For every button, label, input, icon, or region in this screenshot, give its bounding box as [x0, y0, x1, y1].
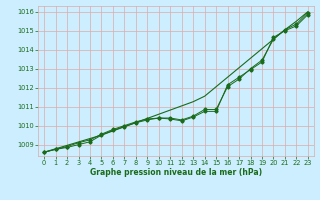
- X-axis label: Graphe pression niveau de la mer (hPa): Graphe pression niveau de la mer (hPa): [90, 168, 262, 177]
